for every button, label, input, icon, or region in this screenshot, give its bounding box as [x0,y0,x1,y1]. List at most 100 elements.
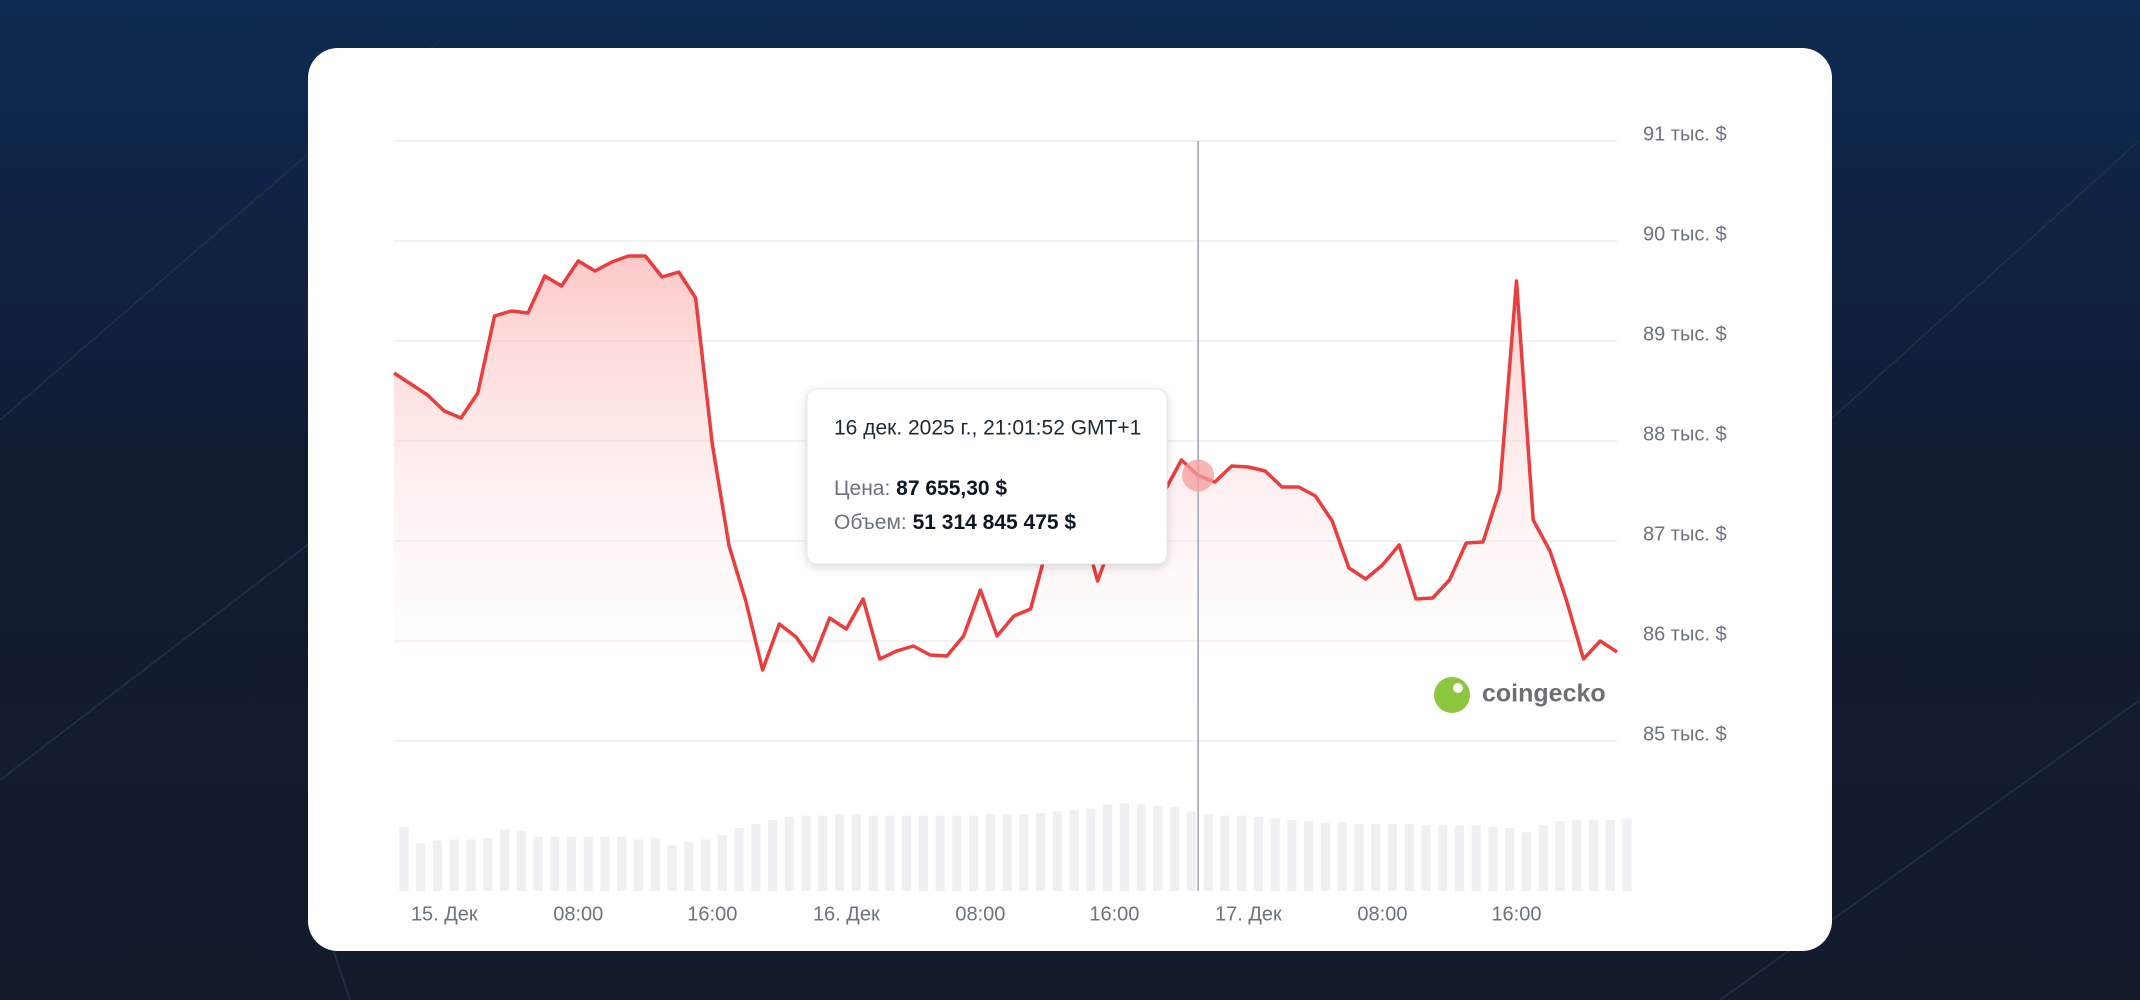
volume-bar [617,836,627,891]
volume-bar [1505,828,1515,891]
volume-bar [1036,812,1046,891]
volume-bar [399,826,409,891]
volume-bar [1371,824,1381,891]
volume-bar [1572,819,1582,891]
y-tick-label: 86 тыс. $ [1643,623,1727,645]
y-tick-label: 91 тыс. $ [1643,123,1727,145]
x-tick-label: 08:00 [955,903,1005,925]
volume-bar [700,839,711,891]
volume-bar [1588,819,1599,891]
volume-bar [935,815,945,891]
volume-bar [1103,804,1113,891]
y-tick-label: 90 тыс. $ [1643,223,1727,245]
x-tick-label: 16:00 [1089,903,1139,925]
hover-dot [1182,459,1215,492]
tooltip: 16 дек. 2025 г., 21:01:52 GMT+1 Цена: 87 … [806,388,1168,565]
volume-bar [751,824,761,891]
tooltip-price: Цена: 87 655,30 $ [834,477,1007,500]
volume-bar [1387,824,1398,891]
y-tick-label: 87 тыс. $ [1643,523,1727,545]
volume-bar [1521,832,1532,891]
volume-bar [449,839,459,891]
volume-bar [1086,808,1096,891]
volume-bar [1555,821,1565,891]
volume-bar [466,839,476,891]
volume-bar [650,837,660,891]
tooltip-title: 16 дек. 2025 г., 21:01:52 GMT+1 [834,417,1141,440]
volume-bar [818,815,828,891]
volume-bar [1287,819,1297,891]
volume-bar [1471,825,1481,891]
volume-bar [885,815,895,891]
y-tick-label: 88 тыс. $ [1643,423,1727,445]
volume-bar [717,835,727,891]
volume-bar [868,815,878,891]
volume-bar [1304,821,1314,891]
volume-bar [1136,804,1146,891]
x-tick-label: 15. Дек [411,903,478,925]
volume-bar [1186,811,1197,891]
watermark: coingecko [1482,680,1606,708]
volume-bar [516,830,526,891]
logo [1434,677,1470,713]
volume-bar [1438,825,1448,891]
volume-bar [533,836,543,891]
tooltip-volume-label: Объем: [834,511,913,534]
tooltip-price-value: 87 655,30 $ [896,477,1007,500]
x-tick-label: 08:00 [1357,903,1407,925]
volume-bar [1404,824,1414,891]
volume-bar [952,815,962,891]
plot: 85 тыс. $ 86 тыс. $ 87 тыс. $ 88 тыс. $ 89 т… [393,123,1727,925]
volume-bar [784,816,794,891]
volume-bar [600,836,610,891]
volume-bar [1052,811,1062,891]
volume-bar [1454,825,1465,891]
x-tick-label: 08:00 [553,903,603,925]
volume-bar [1622,818,1632,891]
tooltip-price-label: Цена: [834,477,896,500]
volume-bar [901,815,912,891]
volume-bar [633,839,644,891]
volume-bar [851,814,861,891]
volume-bar [483,837,493,891]
volume-bar [1170,807,1180,891]
tooltip-box [806,388,1168,565]
volume-bar [1119,803,1130,891]
x-tick-label: 17. Дек [1215,903,1282,925]
volume-bar [432,840,443,891]
volume-bar [1337,822,1347,891]
volume-bar [550,836,560,891]
volume-bar [1220,815,1230,891]
x-tick-label: 16. Дек [813,903,880,925]
tooltip-volume: Объем: 51 314 845 475 $ [834,511,1076,534]
area [394,256,1617,741]
volume-bar [583,836,593,891]
volume-bar [1538,825,1548,891]
x-tick-label: 16:00 [687,903,737,925]
volume-bar [767,819,778,891]
volume-bar [801,815,811,891]
volume-bar [1270,818,1280,891]
volume-bar [1069,810,1079,891]
volume-bar [416,843,426,891]
volume-bar [1421,825,1431,891]
volume-bar [1203,813,1213,891]
volume-bar [684,842,694,891]
volume-bar [1237,815,1247,891]
y-tick-label: 89 тыс. $ [1643,323,1727,345]
volume-bar [969,815,979,891]
price-line [393,254,1618,672]
volume-bar [1253,816,1264,891]
volume-bar [918,815,928,891]
volume-bar [834,814,845,891]
volume-bar [566,836,577,891]
volume-bar [1153,805,1163,891]
volume-bar [1488,826,1498,891]
volume-bar [1320,822,1331,891]
logo-eye [1453,683,1463,693]
volume-bar [734,828,744,891]
volume-bar [499,829,510,891]
volume-bar [1019,814,1029,891]
volume-bar [985,814,995,891]
